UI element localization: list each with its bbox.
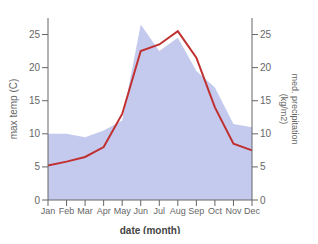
svg-text:10: 10 [29,128,41,139]
svg-text:Jun: Jun [133,206,148,216]
svg-text:20: 20 [29,62,41,73]
svg-text:Aug: Aug [170,206,186,216]
svg-text:Oct: Oct [208,206,223,216]
svg-text:med. precipitation(kg/m2): med. precipitation(kg/m2) [279,73,300,144]
svg-text:max temp (C): max temp (C) [8,79,19,140]
svg-text:25: 25 [260,29,272,40]
svg-text:0: 0 [34,195,40,206]
svg-text:Feb: Feb [59,206,75,216]
svg-text:Sep: Sep [188,206,204,216]
svg-text:Apr: Apr [97,206,111,216]
svg-text:Jan: Jan [41,206,56,216]
svg-text:10: 10 [260,128,272,139]
svg-text:5: 5 [34,161,40,172]
svg-text:15: 15 [29,95,41,106]
svg-text:May: May [114,206,132,216]
svg-text:25: 25 [29,29,41,40]
svg-text:5: 5 [260,161,266,172]
svg-text:Dec: Dec [244,206,261,216]
svg-text:Jul: Jul [154,206,166,216]
svg-text:20: 20 [260,62,272,73]
svg-text:Nov: Nov [225,206,242,216]
svg-text:date (month): date (month) [120,225,181,234]
svg-text:Mar: Mar [77,206,93,216]
svg-text:15: 15 [260,95,272,106]
svg-text:0: 0 [260,195,266,206]
